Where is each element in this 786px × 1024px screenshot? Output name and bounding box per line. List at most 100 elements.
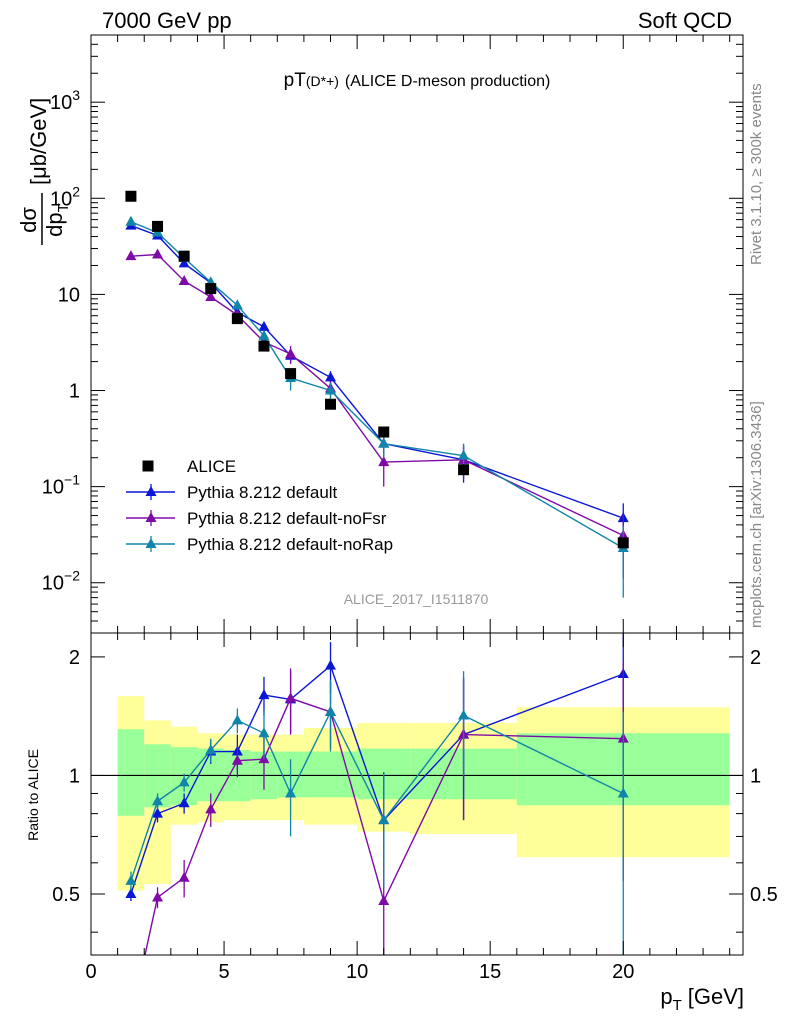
data-point [325,384,337,395]
data-point [378,456,390,467]
data-point [325,398,337,410]
x-tick-label: 10 [346,961,368,983]
legend-label: Pythia 8.212 default [187,483,338,502]
analysis-watermark: ALICE_2017_I1511870 [344,591,489,607]
data-point [125,190,137,202]
ratio-content [91,633,743,1024]
legend-marker [145,486,157,496]
data-point [258,320,270,331]
data-point [152,795,164,806]
legend-label: ALICE [187,457,236,476]
data-point [205,803,217,814]
ratio-panel: 0.5 0.51 12 20 5 10 15 20 [52,632,778,1024]
ratio-y-label: Ratio to ALICE [25,749,41,841]
data-point [205,744,217,755]
data-point [285,368,297,380]
mc-series-2 [125,248,629,579]
chart-title-sub: (D*+) [306,73,339,89]
y-tick-label: 1 [750,765,761,787]
x-axis-label: pT [GeV] [660,984,744,1014]
y-tick-label: 102 [50,183,80,210]
data-point [125,250,137,261]
source-label: mcplots.cern.ch [arXiv:1306.3436] [748,401,765,628]
legend-marker [145,538,157,548]
y-tick-label: 1 [69,765,80,787]
y-tick-label: 2 [750,647,761,669]
x-tick-label: 20 [612,961,634,983]
y-tick-label: 103 [50,87,80,114]
data-point [231,714,243,725]
legend-label: Pythia 8.212 default-noRap [187,535,393,554]
data-point [178,776,190,787]
x-tick-label: 15 [479,961,501,983]
data-point [378,814,390,825]
ratio-frame [90,632,744,956]
data-point [325,705,337,716]
data-point [258,340,270,352]
data-point [285,692,297,703]
main-y-axis-label: dσ dpT [μb/GeV] [16,98,72,245]
data-point [258,727,270,738]
legend-marker [145,512,157,522]
data-point [178,250,190,262]
y-tick-label: 10 [58,284,80,306]
y-label-den: dpT [42,203,72,237]
data-point [125,874,137,885]
legend-label: Pythia 8.212 default-noFsr [187,509,387,528]
x-tick-label: 5 [218,961,229,983]
y-tick-label: 1 [69,381,80,403]
energy-label: 7000 GeV pp [102,8,232,33]
data-point [178,797,190,808]
data-point [125,1014,136,1024]
legend: ALICE Pythia 8.212 default Pythia 8.212 de… [126,457,393,554]
rivet-label: Rivet 3.1.10, ≥ 300k events [748,83,765,265]
data-point [378,437,390,448]
data-point [617,787,629,798]
data-point [125,887,137,898]
legend-marker [142,460,154,472]
data-point [378,426,390,438]
x-tick-label: 0 [85,961,96,983]
data-point [258,329,270,340]
y-tick-label: 0.5 [750,884,778,906]
y-tick-label: 10−1 [42,472,80,499]
process-label: Soft QCD [638,8,732,33]
ratio-series-3 [125,671,629,955]
data-point [152,248,164,259]
chart-title: pT(D*+) (ALICE D-meson production) [284,70,551,91]
data-point [258,689,270,700]
chart-title-main: pT [284,70,307,91]
chart-title-rest: (ALICE D-meson production) [345,73,550,90]
data-point [458,449,470,460]
y-tick-label: 10−2 [42,568,80,595]
uncertainty-band-inner [117,729,145,816]
y-label-unit: [μb/GeV] [26,98,51,185]
y-tick-label: 0.5 [52,884,80,906]
data-point [205,283,217,295]
data-point [152,220,164,232]
data-point [458,709,470,720]
alice-data [125,190,629,549]
data-point [178,871,190,882]
y-label-num: dσ [16,207,41,233]
data-point [231,754,243,765]
data-point [231,299,243,310]
data-point [325,371,337,382]
data-point [458,464,470,476]
data-point [378,894,390,905]
data-point [178,274,190,285]
data-point [285,347,297,358]
data-point [285,787,297,798]
data-point [325,659,337,670]
data-point [125,215,137,226]
data-point [205,290,217,301]
data-point [231,313,243,325]
data-point [152,891,164,902]
y-tick-label: 2 [69,647,80,669]
data-point [178,257,190,268]
uncertainty-band-inner [303,751,358,798]
data-point [152,807,164,818]
data-point [617,537,629,549]
